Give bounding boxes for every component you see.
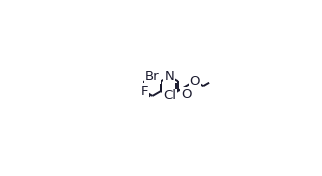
Text: Br: Br <box>145 70 160 83</box>
Text: O: O <box>190 75 200 88</box>
Text: N: N <box>165 70 174 83</box>
Text: Cl: Cl <box>163 89 176 102</box>
Text: O: O <box>181 88 192 101</box>
Text: F: F <box>140 84 148 98</box>
